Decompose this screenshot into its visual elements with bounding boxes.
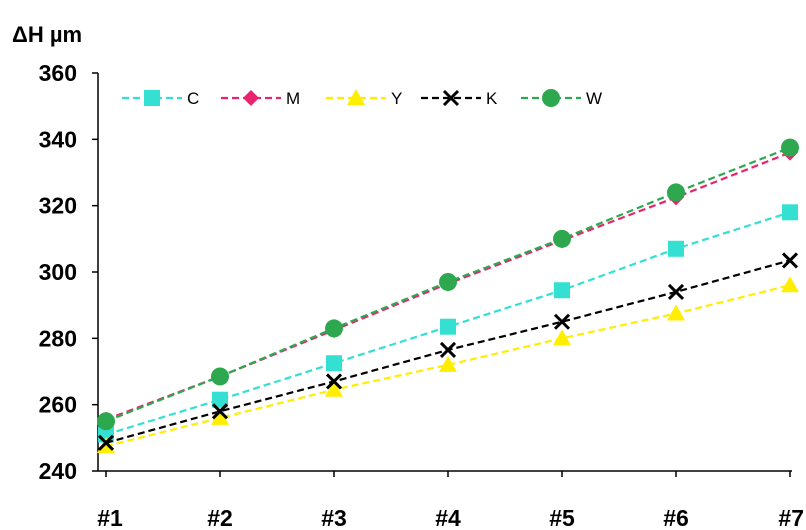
legend-marker — [144, 90, 160, 106]
y-tick-label: 240 — [39, 458, 77, 484]
y-tick-label: 280 — [39, 325, 77, 351]
series-W — [97, 138, 799, 431]
legend-label: C — [187, 89, 199, 108]
data-point-K — [97, 434, 115, 451]
data-point-K — [325, 373, 343, 390]
legend-item-M: M — [221, 89, 300, 108]
legend-label: W — [586, 89, 602, 108]
legend-item-C: C — [122, 89, 199, 108]
legend-marker — [347, 89, 365, 105]
x-tick-label: #2 — [207, 505, 233, 530]
data-point-K — [211, 403, 229, 420]
data-point-C — [782, 204, 798, 221]
legend-label: K — [486, 89, 498, 108]
y-axis-label: ΔH µm — [12, 22, 82, 47]
legend-marker — [442, 89, 460, 107]
y-ticks: 240 260 280 300 320 340 360 — [39, 60, 98, 484]
data-point-W — [667, 183, 685, 202]
x-tick-label: #4 — [435, 505, 461, 530]
series-C — [98, 204, 798, 443]
x-tick-label: #6 — [663, 505, 689, 530]
data-point-W — [553, 229, 571, 248]
data-point-Y — [553, 329, 571, 346]
y-tick-label: 300 — [39, 259, 77, 285]
legend-item-W: W — [521, 89, 602, 108]
x-tick-label: #1 — [97, 505, 123, 530]
series-group — [97, 138, 799, 454]
legend-marker — [542, 89, 560, 107]
data-point-Y — [781, 276, 799, 293]
data-point-K — [439, 341, 457, 359]
data-point-W — [97, 412, 115, 431]
data-point-C — [440, 318, 456, 335]
x-ticks: #1 #2 #3 #4 #5 #6 #7 — [97, 471, 804, 530]
data-point-Y — [211, 408, 229, 425]
series-K — [97, 252, 799, 451]
x-tick-label: #3 — [321, 505, 347, 530]
x-tick-label: #7 — [778, 505, 804, 530]
data-point-K — [667, 283, 685, 300]
data-point-K — [781, 252, 799, 269]
data-point-Y — [439, 355, 457, 372]
series-Y — [97, 276, 799, 454]
data-point-C — [668, 240, 684, 257]
data-point-W — [781, 138, 799, 157]
y-tick-label: 360 — [39, 60, 77, 86]
y-tick-label: 340 — [39, 126, 77, 152]
legend-item-K: K — [421, 89, 498, 108]
legend-item-Y: Y — [326, 89, 402, 108]
data-point-Y — [325, 380, 343, 397]
data-point-W — [439, 272, 457, 291]
data-point-W — [325, 319, 343, 338]
data-point-C — [554, 282, 570, 299]
legend-marker — [243, 90, 259, 106]
data-point-Y — [667, 304, 685, 321]
legend-label: Y — [391, 89, 402, 108]
data-point-C — [212, 391, 228, 408]
data-point-W — [211, 367, 229, 386]
y-tick-label: 260 — [39, 392, 77, 418]
legend-label: M — [286, 89, 300, 108]
x-tick-label: #5 — [549, 505, 575, 530]
data-point-K — [553, 313, 571, 330]
y-tick-label: 320 — [39, 193, 77, 219]
data-point-C — [326, 355, 342, 372]
